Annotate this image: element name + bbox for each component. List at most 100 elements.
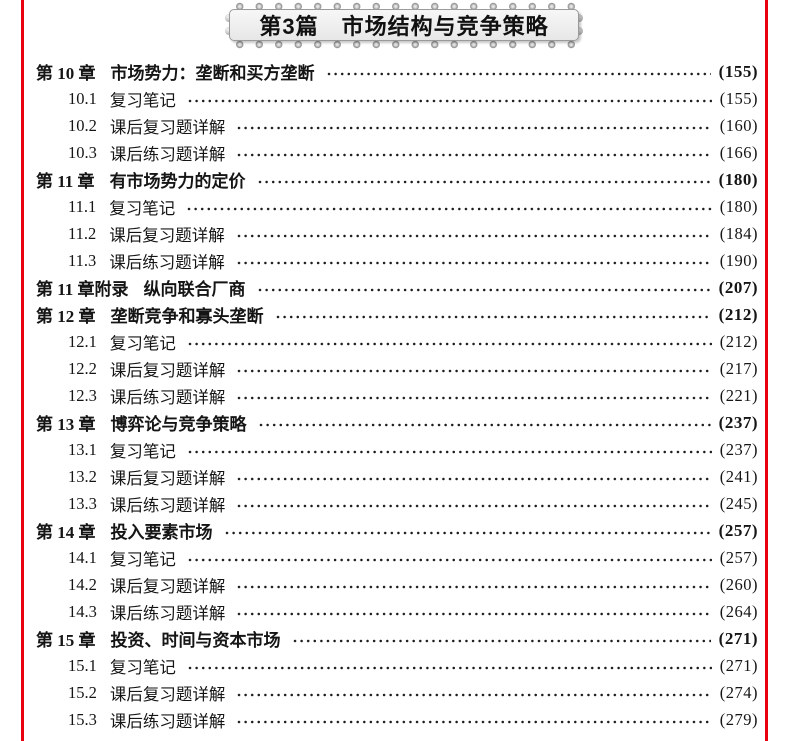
toc-entry-title: 纵向联合厂商 bbox=[143, 280, 246, 299]
banner-bead-border-bottom bbox=[230, 40, 578, 49]
part-banner-box: 第3篇 市场结构与竞争策略 bbox=[229, 9, 579, 41]
dot-leader-icon bbox=[236, 692, 712, 697]
toc-entry-number: 第 10 章 bbox=[36, 64, 96, 83]
toc-entry-title: 课后练习题详解 bbox=[109, 387, 226, 407]
toc-entry-number: 15.1 bbox=[68, 655, 97, 675]
toc-row[interactable]: 14.3 课后练习题详解 (264) bbox=[24, 598, 758, 625]
toc-entry-number: 第 11 章附录 bbox=[36, 280, 129, 299]
toc-row[interactable]: 12.3 课后练习题详解 (221) bbox=[24, 382, 758, 409]
toc-entry-title: 复习笔记 bbox=[109, 657, 176, 677]
toc-row[interactable]: 12.2 课后复习题详解 (217) bbox=[24, 355, 758, 382]
toc-entry-number: 15.2 bbox=[68, 682, 97, 702]
dot-leader-icon bbox=[257, 422, 711, 427]
toc-list: 第 10 章 市场势力：垄断和买方垄断 (155) 10.1 复习笔记 (155… bbox=[24, 58, 758, 733]
toc-row[interactable]: 15.2 课后复习题详解 (274) bbox=[24, 679, 758, 706]
dot-leader-icon bbox=[325, 71, 711, 76]
toc-row[interactable]: 12.1 复习笔记 (212) bbox=[24, 328, 758, 355]
part-title: 第3篇 市场结构与竞争策略 bbox=[259, 14, 549, 39]
banner-bead-border-top bbox=[230, 2, 578, 11]
toc-entry-page: (155) bbox=[719, 88, 758, 108]
toc-entry-title: 博弈论与竞争策略 bbox=[110, 415, 247, 434]
toc-row[interactable]: 第 13 章 博弈论与竞争策略 (237) bbox=[24, 409, 758, 436]
toc-row[interactable]: 10.2 课后复习题详解 (160) bbox=[24, 112, 758, 139]
toc-row[interactable]: 11.1 复习笔记 (180) bbox=[24, 193, 758, 220]
toc-entry-number: 10.3 bbox=[68, 142, 97, 162]
toc-entry-page: (221) bbox=[719, 385, 758, 405]
dot-leader-icon bbox=[186, 98, 712, 103]
toc-entry-title: 课后练习题详解 bbox=[109, 711, 226, 731]
dot-leader-icon bbox=[235, 233, 712, 238]
toc-entry-title: 课后练习题详解 bbox=[109, 495, 226, 515]
toc-entry-number: 15.3 bbox=[68, 709, 97, 729]
toc-row[interactable]: 11.2 课后复习题详解 (184) bbox=[24, 220, 758, 247]
toc-entry-number: 第 14 章 bbox=[36, 523, 96, 542]
toc-row[interactable]: 第 10 章 市场势力：垄断和买方垄断 (155) bbox=[24, 58, 758, 85]
toc-entry-page: (190) bbox=[719, 250, 758, 270]
toc-entry-page: (160) bbox=[719, 115, 758, 135]
dot-leader-icon bbox=[236, 395, 712, 400]
dot-leader-icon bbox=[236, 719, 712, 724]
toc-row[interactable]: 10.1 复习笔记 (155) bbox=[24, 85, 758, 112]
toc-row[interactable]: 14.1 复习笔记 (257) bbox=[24, 544, 758, 571]
toc-entry-number: 10.2 bbox=[68, 115, 97, 135]
toc-entry-page: (279) bbox=[719, 709, 758, 729]
toc-entry-title: 复习笔记 bbox=[109, 333, 176, 353]
toc-entry-page: (155) bbox=[718, 61, 758, 81]
toc-entry-page: (271) bbox=[718, 628, 758, 648]
toc-entry-title: 复习笔记 bbox=[109, 441, 176, 461]
toc-entry-title: 课后练习题详解 bbox=[109, 144, 226, 164]
toc-entry-title: 垄断竞争和寡头垄断 bbox=[110, 307, 264, 326]
dot-leader-icon bbox=[236, 125, 712, 130]
toc-row[interactable]: 15.3 课后练习题详解 (279) bbox=[24, 706, 758, 733]
toc-row[interactable]: 15.1 复习笔记 (271) bbox=[24, 652, 758, 679]
dot-leader-icon bbox=[256, 179, 711, 184]
toc-row[interactable]: 13.1 复习笔记 (237) bbox=[24, 436, 758, 463]
dot-leader-icon bbox=[236, 476, 712, 481]
toc-entry-page: (241) bbox=[719, 466, 758, 486]
toc-row[interactable]: 13.2 课后复习题详解 (241) bbox=[24, 463, 758, 490]
toc-entry-page: (274) bbox=[719, 682, 758, 702]
toc-row[interactable]: 10.3 课后练习题详解 (166) bbox=[24, 139, 758, 166]
toc-row[interactable]: 14.2 课后复习题详解 (260) bbox=[24, 571, 758, 598]
part-banner: 第3篇 市场结构与竞争策略 bbox=[225, 2, 583, 49]
toc-entry-page: (264) bbox=[719, 601, 758, 621]
dot-leader-icon bbox=[236, 368, 712, 373]
dot-leader-icon bbox=[186, 665, 712, 670]
toc-row[interactable]: 第 12 章 垄断竞争和寡头垄断 (212) bbox=[24, 301, 758, 328]
toc-entry-number: 11.3 bbox=[68, 250, 97, 270]
toc-entry-page: (237) bbox=[719, 439, 758, 459]
toc-entry-title: 课后复习题详解 bbox=[109, 117, 226, 137]
toc-row[interactable]: 第 11 章附录 纵向联合厂商 (207) bbox=[24, 274, 758, 301]
dot-leader-icon bbox=[291, 638, 711, 643]
toc-entry-title: 投资、时间与资本市场 bbox=[110, 631, 281, 650]
toc-entry-title: 课后练习题详解 bbox=[109, 252, 225, 272]
banner-bead-right-icon bbox=[575, 27, 583, 35]
toc-entry-number: 第 11 章 bbox=[36, 172, 95, 191]
page-edge-rule-left bbox=[21, 0, 24, 741]
toc-entry-page: (271) bbox=[719, 655, 758, 675]
toc-entry-number: 14.3 bbox=[68, 601, 97, 621]
toc-entry-number: 13.2 bbox=[68, 466, 97, 486]
toc-entry-number: 13.1 bbox=[68, 439, 97, 459]
toc-entry-number: 14.2 bbox=[68, 574, 97, 594]
toc-entry-number: 第 12 章 bbox=[36, 307, 96, 326]
toc-entry-number: 第 13 章 bbox=[36, 415, 96, 434]
toc-row[interactable]: 第 11 章 有市场势力的定价 (180) bbox=[24, 166, 758, 193]
toc-entry-number: 12.2 bbox=[68, 358, 97, 378]
toc-entry-page: (217) bbox=[719, 358, 758, 378]
toc-row[interactable]: 11.3 课后练习题详解 (190) bbox=[24, 247, 758, 274]
dot-leader-icon bbox=[236, 611, 712, 616]
dot-leader-icon bbox=[236, 152, 712, 157]
toc-entry-number: 11.1 bbox=[68, 196, 97, 216]
toc-row[interactable]: 13.3 课后练习题详解 (245) bbox=[24, 490, 758, 517]
toc-entry-number: 12.1 bbox=[68, 331, 97, 351]
toc-row[interactable]: 第 14 章 投入要素市场 (257) bbox=[24, 517, 758, 544]
dot-leader-icon bbox=[186, 341, 712, 346]
page-edge-rule-right bbox=[765, 0, 768, 741]
toc-row[interactable]: 第 15 章 投资、时间与资本市场 (271) bbox=[24, 625, 758, 652]
dot-leader-icon bbox=[186, 449, 712, 454]
toc-entry-title: 课后复习题详解 bbox=[109, 468, 226, 488]
toc-entry-title: 课后复习题详解 bbox=[109, 360, 226, 380]
toc-entry-number: 14.1 bbox=[68, 547, 97, 567]
toc-entry-title: 投入要素市场 bbox=[110, 523, 213, 542]
